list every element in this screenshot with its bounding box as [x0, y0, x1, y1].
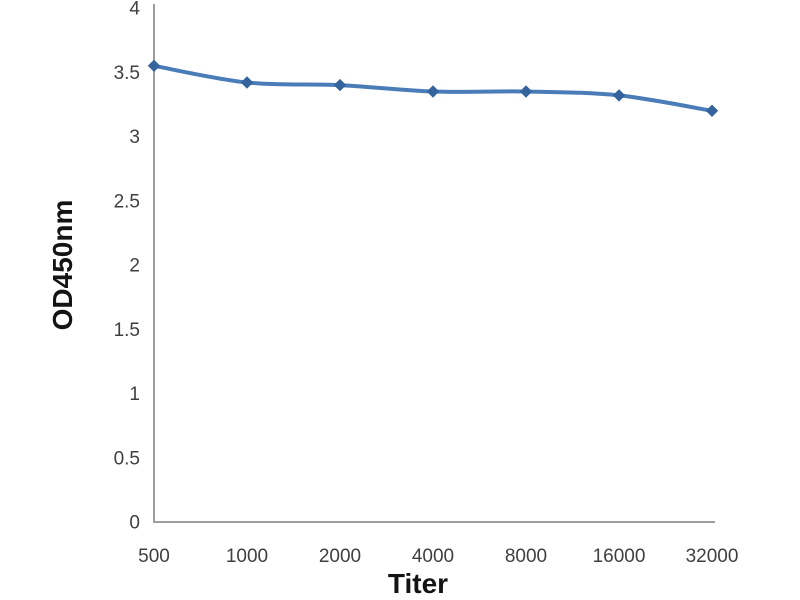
x-tick-label: 1000: [226, 546, 268, 567]
data-point-marker: [333, 78, 347, 92]
y-tick-label: 3.5: [114, 63, 140, 84]
y-tick-label: 1.5: [114, 320, 140, 341]
y-tick-label: 3: [129, 127, 140, 148]
y-axis-title: OD450nm: [47, 200, 78, 331]
y-tick-label: 2: [129, 256, 140, 277]
data-point-marker: [612, 89, 626, 102]
x-tick-label: 16000: [593, 546, 646, 567]
y-tick-label: 2.5: [114, 191, 140, 212]
x-axis-tick-labels: 500 1000 2000 4000 8000 16000 32000: [138, 546, 738, 567]
data-point-marker: [147, 59, 161, 73]
data-point-marker: [426, 85, 440, 98]
data-point-marker: [705, 104, 719, 118]
y-tick-label: 1: [129, 384, 140, 405]
x-tick-label: 2000: [319, 546, 361, 567]
x-tick-label: 32000: [686, 546, 739, 567]
data-point-marker: [240, 76, 254, 89]
y-tick-label: 0.5: [114, 448, 140, 469]
data-point-marker: [519, 85, 533, 98]
y-tick-label: 0: [129, 513, 140, 534]
x-tick-label: 4000: [412, 546, 454, 567]
x-axis-title: Titer: [388, 568, 448, 599]
y-axis-tick-labels: 0 0.5 1 1.5 2 2.5 3 3.5 4: [114, 0, 141, 534]
series-group: [147, 59, 719, 118]
x-tick-label: 500: [138, 546, 170, 567]
x-tick-label: 8000: [505, 546, 547, 567]
y-tick-label: 4: [129, 0, 140, 20]
